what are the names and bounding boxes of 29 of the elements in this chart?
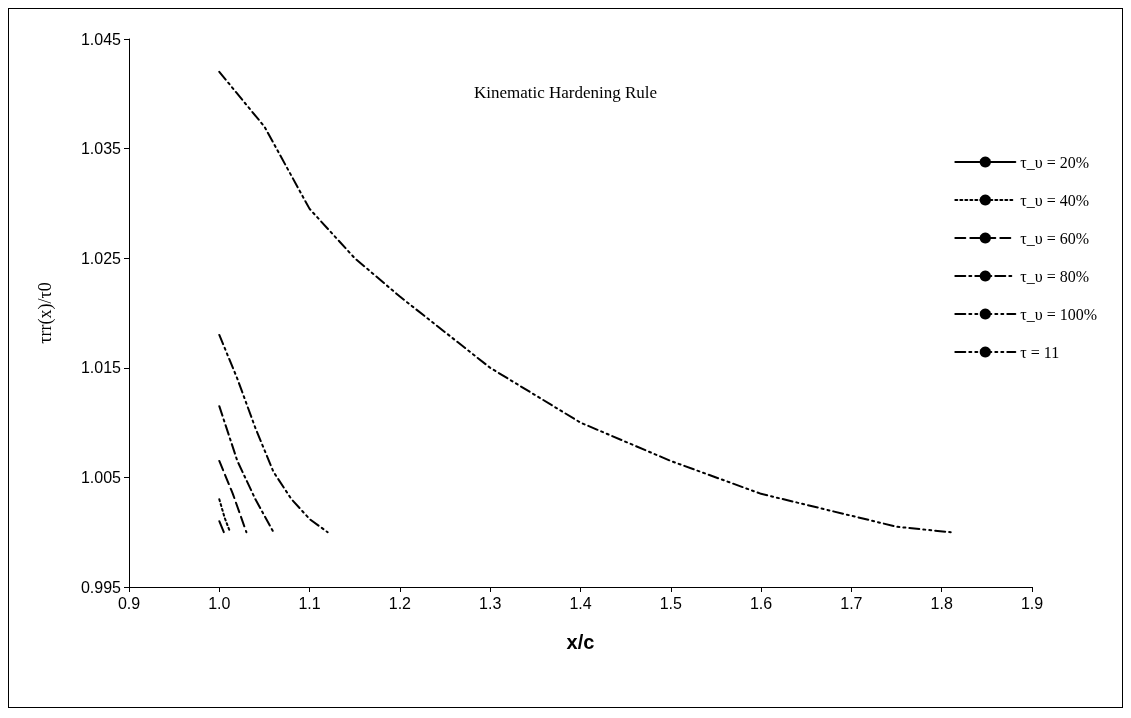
legend-label: τ_υ = 20% bbox=[1020, 153, 1089, 171]
x-tick-label: 1.7 bbox=[840, 594, 863, 612]
line-series bbox=[218, 333, 329, 534]
y-tick-label: 1.035 bbox=[80, 140, 122, 158]
y-axis-title: τrr(x)/τ0 bbox=[35, 282, 56, 344]
x-axis-title: x/c bbox=[566, 631, 595, 653]
x-tick-label: 0.9 bbox=[117, 594, 141, 612]
x-tick-label: 1.0 bbox=[208, 594, 231, 612]
x-tick-label: 1.6 bbox=[749, 594, 773, 612]
legend-label: τ = 11 bbox=[1020, 343, 1060, 361]
y-tick-label: 1.005 bbox=[80, 468, 122, 486]
legend-label: τ_υ = 40% bbox=[1020, 191, 1089, 209]
line-series bbox=[218, 70, 952, 534]
y-tick-label: 1.015 bbox=[80, 359, 122, 377]
x-tick-label: 1.8 bbox=[930, 594, 953, 612]
legend-label: τ_υ = 80% bbox=[1020, 267, 1089, 285]
y-tick-label: 0.995 bbox=[80, 578, 122, 596]
legend-label: τ_υ = 100% bbox=[1020, 305, 1097, 323]
x-tick-label: 1.3 bbox=[479, 594, 502, 612]
y-tick-label: 1.045 bbox=[80, 30, 122, 48]
x-tick-label: 1.1 bbox=[298, 594, 321, 612]
line-series bbox=[218, 405, 275, 534]
y-tick-label: 1.025 bbox=[80, 249, 122, 267]
x-tick-label: 1.2 bbox=[388, 594, 412, 612]
text: Kinematic Hardening Rule bbox=[473, 83, 658, 102]
x-tick-label: 1.5 bbox=[659, 594, 683, 612]
legend-label: τ_υ = 60% bbox=[1020, 229, 1089, 247]
x-tick-label: 1.9 bbox=[1020, 594, 1044, 612]
x-tick-label: 1.4 bbox=[569, 594, 592, 612]
